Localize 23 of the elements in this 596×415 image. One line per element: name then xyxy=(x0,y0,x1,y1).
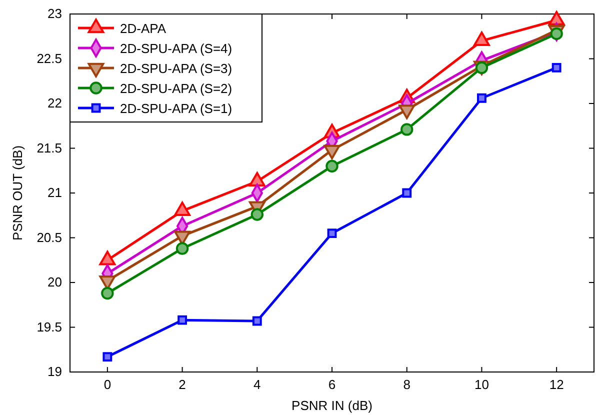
x-axis-title: PSNR IN (dB) xyxy=(292,398,372,413)
y-tick-label: 19.5 xyxy=(36,319,62,334)
y-axis-title: PSNR OUT (dB) xyxy=(10,145,25,241)
y-tick-label: 21.5 xyxy=(36,140,62,156)
x-tick-label: 6 xyxy=(328,377,336,392)
x-tick-label: 4 xyxy=(254,377,261,392)
legend-label: 2D-SPU-APA (S=4) xyxy=(120,41,232,56)
x-tick-label: 8 xyxy=(403,377,410,392)
legend-label: 2D-SPU-APA (S=1) xyxy=(120,101,232,116)
legend-label: 2D-SPU-APA (S=3) xyxy=(120,61,232,76)
y-tick-label: 21 xyxy=(48,185,62,200)
y-tick-label: 22 xyxy=(48,96,62,111)
y-tick-label: 22.5 xyxy=(36,50,62,66)
x-tick-label: 10 xyxy=(474,377,489,392)
x-tick-label: 0 xyxy=(104,377,112,392)
x-tick-label: 2 xyxy=(178,377,186,392)
y-tick-label: 23 xyxy=(48,6,62,22)
y-tick-label: 20 xyxy=(48,274,62,290)
y-tick-label: 20.5 xyxy=(36,230,62,245)
legend-label: 2D-SPU-APA (S=2) xyxy=(120,81,232,96)
legend-label: 2D-APA xyxy=(120,21,166,36)
y-tick-label: 19 xyxy=(48,364,62,380)
x-tick-label: 12 xyxy=(549,377,564,392)
